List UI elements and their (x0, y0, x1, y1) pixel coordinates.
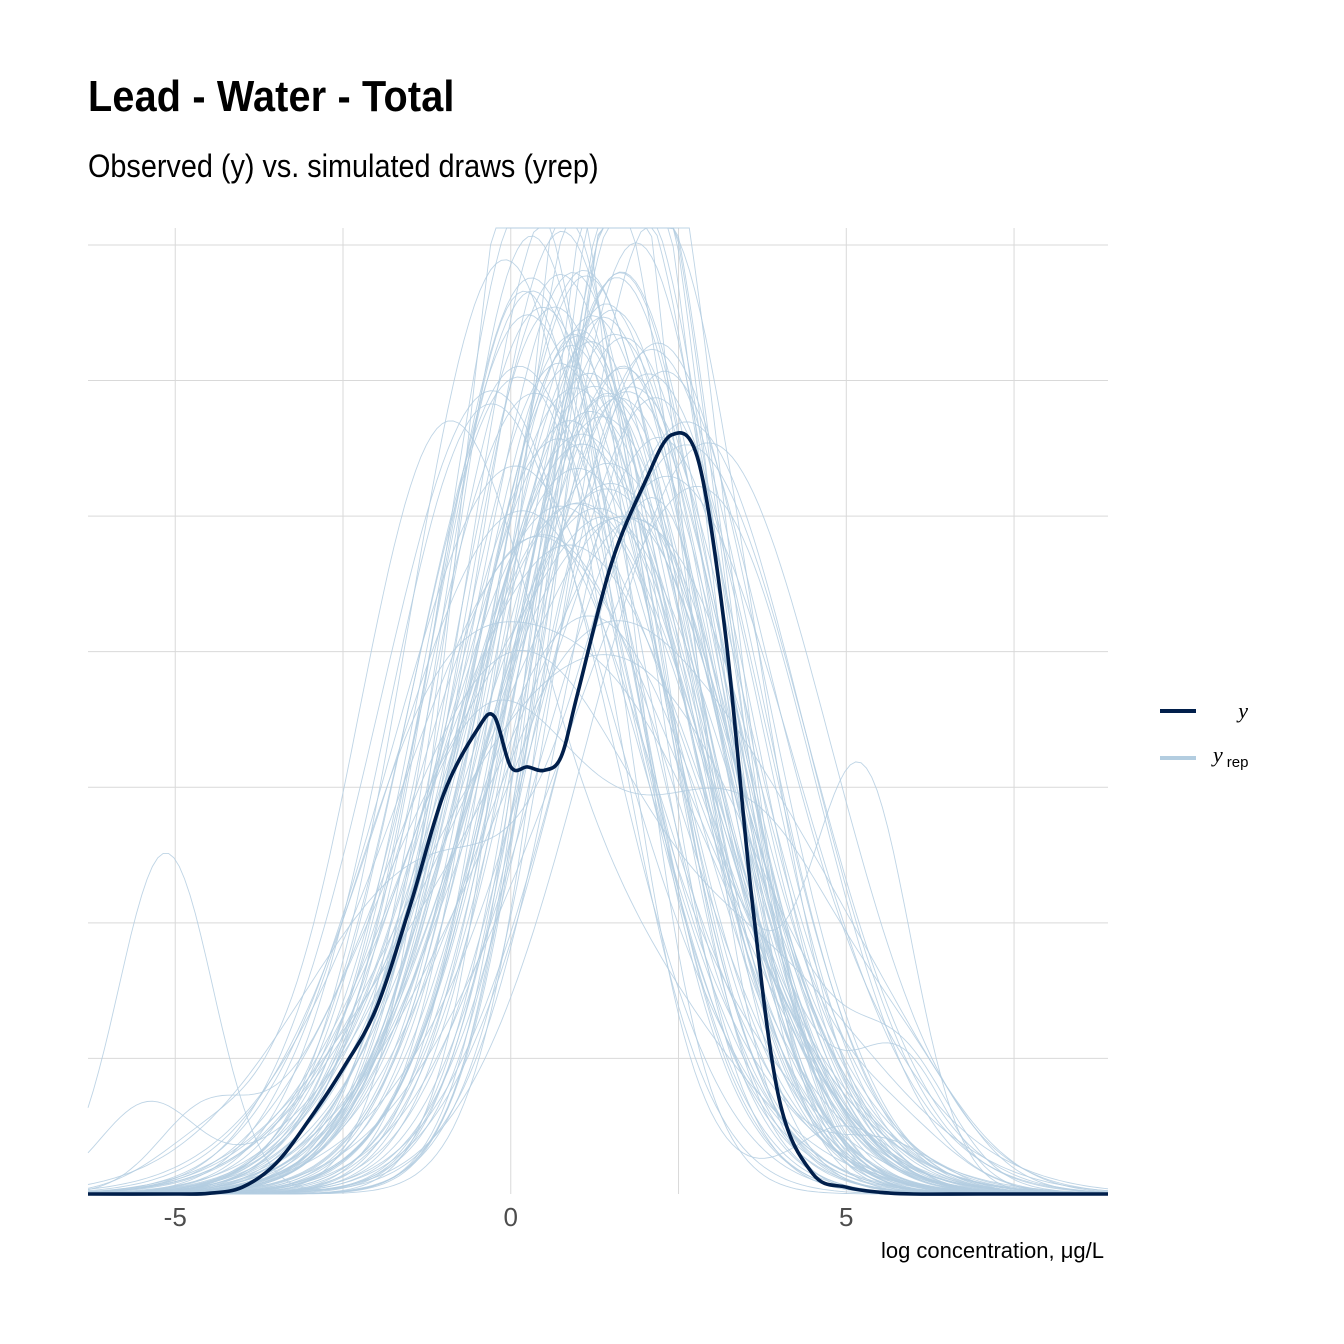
yrep-draw-line (88, 699, 1109, 1195)
yrep-draw-line (87, 420, 1108, 1195)
chart-subtitle: Observed (y) vs. simulated draws (yrep) (88, 148, 599, 184)
yrep-draw-line (88, 620, 1109, 1195)
yrep-draw-line (88, 306, 1108, 1195)
yrep-draw-line (88, 329, 1109, 1195)
yrep-draw-line (88, 395, 1109, 1195)
yrep-draw-line (87, 654, 1109, 1194)
yrep-draw-line (87, 507, 1109, 1195)
yrep-draw-line (88, 385, 1108, 1195)
yrep-draw-line (88, 303, 1108, 1195)
yrep-draw-line (88, 269, 1108, 1195)
yrep-draw-line (88, 516, 1108, 1195)
yrep-draw-line (87, 275, 1108, 1195)
yrep-draw-line (88, 362, 1108, 1195)
yrep-draw-line (88, 227, 1108, 1195)
legend-yrep-label: y rep (1211, 742, 1248, 771)
yrep-draw-line (88, 306, 1108, 1195)
yrep-draw-line (88, 309, 1108, 1195)
yrep-draw-line (87, 277, 1108, 1195)
yrep-draw-line (88, 391, 1108, 1195)
x-tick-label: 0 (504, 1202, 518, 1232)
x-tick-label: 5 (839, 1202, 853, 1232)
yrep-draw-line (88, 485, 1109, 1195)
yrep-draw-line (88, 615, 1108, 1195)
yrep-draw-line (88, 433, 1108, 1195)
yrep-draw-line (87, 483, 1109, 1195)
yrep-draw-line (88, 421, 1109, 1195)
x-tick-label: -5 (164, 1202, 187, 1232)
yrep-draw-line (88, 227, 1108, 1195)
legend-y-label: y (1236, 698, 1248, 723)
yrep-draw-line (88, 227, 1108, 1195)
yrep-draw-line (88, 314, 1108, 1195)
grid (88, 228, 1108, 1194)
yrep-draw-line (88, 227, 1108, 1195)
yrep-draw-line (88, 436, 1108, 1195)
yrep-draw-line (88, 488, 1108, 1195)
yrep-draw-line (88, 227, 1108, 1195)
yrep-draw-line (88, 227, 1108, 1195)
y-observed-line (87, 431, 1108, 1196)
yrep-draw-line (88, 315, 1108, 1195)
yrep-draw-line (88, 443, 1108, 1195)
legend: y y rep (1160, 698, 1248, 771)
yrep-draw-line (88, 227, 1108, 1195)
chart-title: Lead - Water - Total (88, 72, 455, 121)
yrep-draw-line (87, 621, 1109, 1195)
x-axis-title: log concentration, μg/L (881, 1238, 1104, 1263)
yrep-draw-line (88, 273, 1108, 1195)
yrep-draw-line (87, 649, 1109, 1192)
yrep-draw-line (88, 342, 1108, 1195)
yrep-draw-line (88, 227, 1108, 1195)
yrep-draw-line (88, 386, 1109, 1195)
yrep-draw-line (87, 376, 1108, 1195)
yrep-draw-line (88, 316, 1108, 1195)
yrep-draw-line (88, 290, 1108, 1195)
yrep-draw-line (88, 242, 1109, 1195)
yrep-draw-line (88, 227, 1108, 1195)
yrep-draw-line (88, 227, 1108, 1195)
yrep-draw-line (88, 444, 1109, 1195)
yrep-draw-line (87, 544, 1108, 1195)
x-axis: -5 0 5 (164, 1202, 854, 1232)
yrep-draw-line (88, 367, 1108, 1195)
yrep-series (87, 227, 1109, 1195)
yrep-draw-line (87, 403, 1108, 1195)
yrep-draw-line (88, 348, 1108, 1195)
yrep-draw-line (88, 442, 1109, 1195)
yrep-draw-line (88, 227, 1108, 1195)
yrep-draw-line (88, 227, 1108, 1195)
y-series (87, 431, 1108, 1196)
yrep-draw-line (87, 341, 1108, 1195)
yrep-draw-line (88, 227, 1108, 1195)
yrep-draw-line (88, 475, 1109, 1195)
yrep-draw-line (88, 277, 1108, 1195)
